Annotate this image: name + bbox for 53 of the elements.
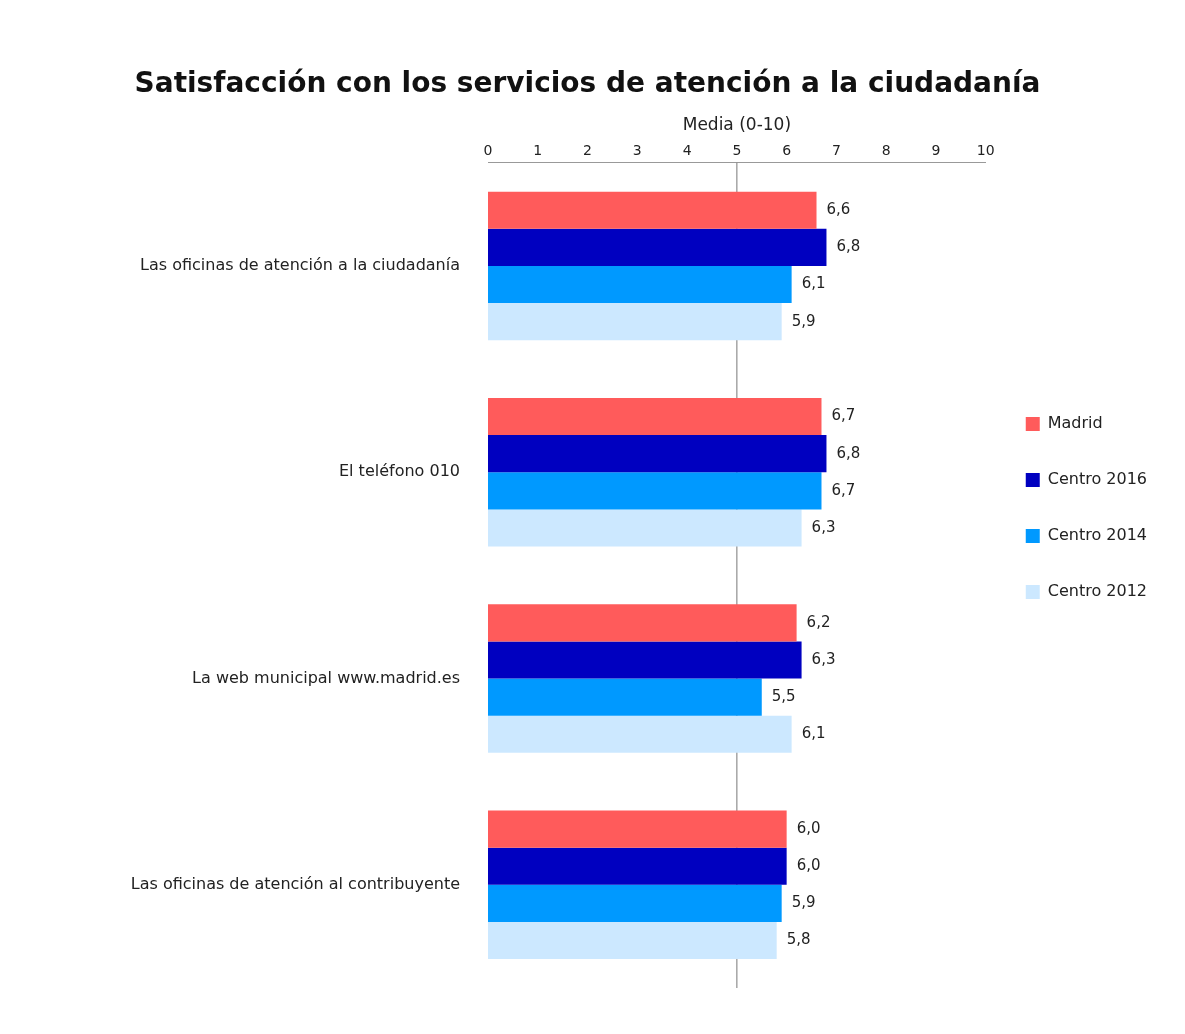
legend-label: Madrid (1047, 413, 1103, 433)
x-tick-label: 7 (831, 142, 841, 159)
x-tick-label: 2 (583, 142, 593, 159)
data-label: 5,9 (791, 311, 816, 330)
bar (488, 472, 822, 510)
bar (488, 509, 802, 547)
data-label: 5,9 (791, 893, 816, 912)
x-tick-label: 6 (782, 142, 792, 159)
bar (488, 265, 792, 304)
chart-title: Satisfacción con los servicios de atención a la ciudadanía (134, 66, 1041, 100)
bar (488, 847, 787, 885)
x-tick-label: 8 (881, 142, 891, 159)
legend-label: Centro 2012 (1047, 581, 1147, 601)
data-label: 6,1 (801, 274, 826, 293)
x-axis-title: Media (0-10) (682, 114, 792, 135)
bar (488, 303, 782, 341)
data-label: 6,1 (801, 724, 826, 743)
data-label: 6,3 (811, 649, 836, 668)
bar (488, 810, 787, 848)
data-label: 6,7 (831, 406, 856, 425)
y-tick-label: Las oficinas de atención a la ciudadanía (140, 255, 460, 275)
x-tick-label: 4 (682, 142, 692, 159)
data-label: 6,2 (806, 612, 831, 631)
bar (488, 884, 782, 922)
y-tick-label: La web municipal www.madrid.es (192, 667, 460, 687)
x-tick-label: 10 (976, 142, 995, 159)
data-label: 6,7 (831, 480, 856, 499)
bar (488, 191, 817, 229)
bar (488, 228, 827, 266)
bar (488, 715, 792, 753)
data-label: 6,8 (836, 237, 861, 256)
data-label: 6,0 (796, 856, 821, 875)
bar (488, 604, 797, 642)
bar (488, 678, 762, 716)
y-tick-label: El teléfono 010 (338, 461, 460, 481)
x-tick-label: 1 (533, 142, 543, 159)
x-tick-label: 3 (632, 142, 642, 159)
y-tick-label: Las oficinas de atención al contribuyente (130, 874, 460, 894)
bar (488, 921, 777, 960)
data-label: 6,6 (826, 200, 851, 219)
data-label: 5,5 (771, 687, 796, 706)
data-label: 6,0 (796, 819, 821, 838)
data-label: 5,8 (786, 930, 811, 949)
x-tick-label: 5 (732, 142, 742, 159)
x-tick-label: 9 (931, 142, 941, 159)
legend-label: Centro 2014 (1047, 525, 1147, 545)
data-label: 6,3 (811, 517, 836, 536)
data-label: 6,8 (836, 443, 861, 462)
bar (488, 641, 802, 679)
legend-label: Centro 2016 (1047, 469, 1147, 489)
x-tick-label: 0 (483, 142, 493, 159)
bar (488, 397, 822, 436)
bar (488, 435, 827, 473)
